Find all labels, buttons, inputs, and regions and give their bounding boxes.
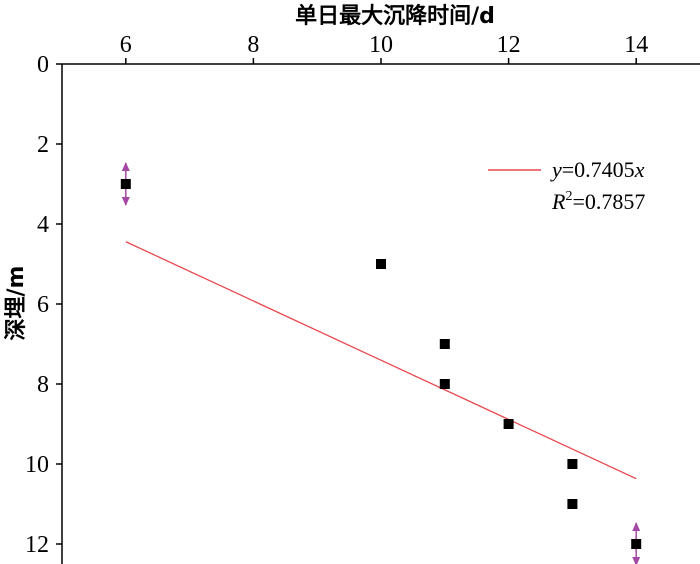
data-point: [567, 499, 578, 509]
y-tick-label: 4: [37, 212, 49, 238]
y-tick-label: 10: [25, 452, 49, 478]
fit-line-layer: [125, 241, 637, 480]
legend-r-value: =0.7857: [572, 189, 645, 214]
fit-line: [125, 241, 637, 480]
data-point: [376, 259, 386, 269]
y-tick-label: 8: [37, 372, 49, 398]
x-tick-label: 12: [497, 32, 521, 58]
legend: y=0.7405x R2=0.7857: [488, 157, 645, 214]
data-point: [120, 179, 131, 189]
legend-r-squared: R2=0.7857: [551, 189, 645, 214]
x-axis-title: 单日最大沉降时间/d: [295, 4, 495, 29]
data-point: [567, 459, 578, 469]
y-tick-label: 6: [37, 292, 49, 318]
legend-equation: y=0.7405x: [550, 157, 645, 182]
legend-equation-value: =0.7405: [562, 157, 635, 182]
y-tick-label: 2: [37, 132, 49, 158]
legend-r-superscript: 2: [565, 189, 572, 204]
x-tick-label: 10: [369, 32, 393, 58]
x-tick-label: 6: [120, 32, 132, 58]
y-tick-label: 12: [25, 532, 49, 558]
legend-equation-suffix: x: [634, 157, 645, 182]
legend-equation-var: y: [550, 157, 562, 182]
x-tick-label: 8: [247, 32, 259, 58]
data-point: [439, 379, 450, 389]
x-ticks: 6 8 10 12 14: [120, 32, 648, 64]
y-ticks: 0 2 4 6 8 10 12: [25, 52, 62, 558]
data-points-layer: [120, 179, 642, 549]
data-point: [439, 339, 450, 349]
data-point: [631, 539, 642, 549]
axes: [61, 63, 700, 564]
y-axis-title: 深埋/m: [4, 266, 29, 341]
legend-r-var: R: [551, 189, 566, 214]
x-tick-label: 14: [624, 32, 648, 58]
y-tick-label: 0: [37, 52, 49, 78]
data-point: [503, 419, 514, 429]
error-marker-layer: [121, 162, 641, 564]
